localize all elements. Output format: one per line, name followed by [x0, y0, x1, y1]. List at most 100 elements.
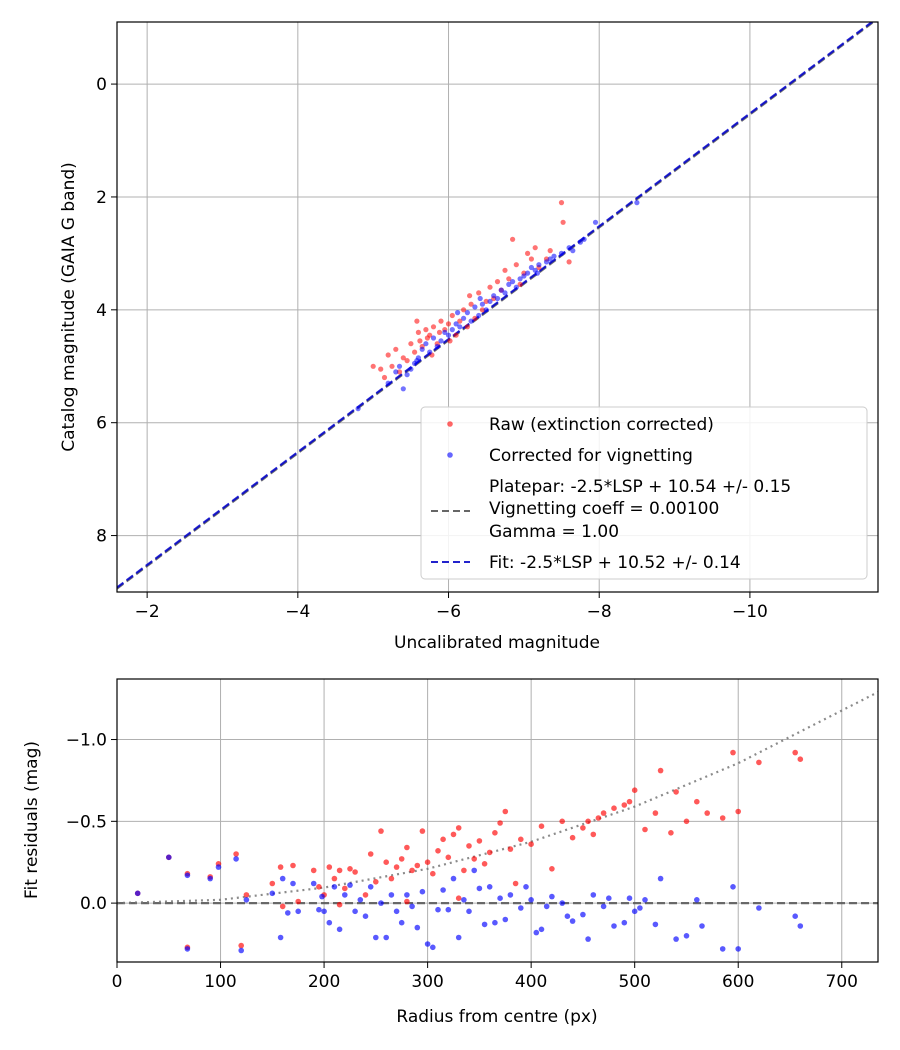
corrected-point [577, 239, 584, 245]
bottom-data-points [134, 749, 804, 954]
corrected-point [269, 890, 276, 897]
dotted-trend-line [117, 691, 878, 905]
corrected-point [166, 854, 172, 861]
raw-point [472, 315, 478, 321]
corrected-point [285, 910, 291, 916]
corrected-point [797, 923, 804, 929]
corrected-point [184, 946, 191, 952]
raw-point [453, 332, 459, 338]
raw-point [445, 854, 452, 861]
corrected-point [486, 884, 493, 890]
corrected-point [326, 919, 333, 926]
raw-point [507, 846, 514, 852]
corrected-point [611, 923, 617, 929]
raw-point [461, 307, 467, 313]
corrected-point [347, 882, 353, 888]
raw-point [730, 749, 736, 756]
corrected-point [472, 304, 478, 310]
raw-point [518, 836, 524, 843]
y-tick-label: 0.0 [80, 894, 107, 914]
raw-point [417, 338, 423, 344]
bottom-reference-lines [117, 691, 878, 905]
raw-point [445, 321, 452, 327]
corrected-point [719, 946, 726, 952]
corrected-point [483, 307, 489, 313]
raw-point [486, 849, 493, 856]
corrected-point [385, 380, 391, 386]
top-fit-lines [117, 22, 876, 590]
x-tick-label: 700 [826, 972, 858, 992]
corrected-point [487, 298, 493, 304]
corrected-point [569, 918, 576, 924]
x-tick-label: −4 [285, 602, 310, 622]
y-tick-label: 6 [96, 414, 107, 434]
legend-box [420, 406, 868, 580]
raw-point [538, 823, 545, 829]
corrected-point [215, 864, 222, 870]
corrected-point [404, 892, 410, 898]
raw-point [476, 290, 482, 296]
corrected-point [233, 856, 239, 862]
raw-point [396, 369, 403, 375]
x-tick-label: −10 [732, 602, 768, 622]
raw-point [585, 818, 591, 825]
corrected-point [435, 906, 441, 913]
raw-point [362, 892, 369, 898]
corrected-point [419, 888, 426, 895]
raw-point [683, 818, 690, 825]
corrected-point [238, 947, 244, 954]
corrected-point [445, 332, 452, 338]
corrected-point [393, 369, 399, 375]
corrected-point [423, 341, 429, 347]
corrected-point [621, 919, 628, 926]
raw-point [336, 867, 343, 874]
raw-point [497, 820, 503, 826]
legend-label-raw: Raw (extinction corrected) [489, 415, 714, 435]
corrected-point [502, 916, 509, 923]
legend-label-platepar-line2: Vignetting coeff = 0.00100 [489, 499, 719, 519]
corrected-point [498, 287, 504, 293]
top-x-axis-label: Uncalibrated magnitude [394, 633, 600, 653]
raw-point [378, 828, 384, 834]
corrected-point [404, 372, 410, 378]
corrected-point [207, 875, 213, 882]
x-tick-label: −8 [587, 602, 612, 622]
corrected-point [455, 934, 462, 941]
corrected-point [525, 270, 531, 276]
y-tick-label: −0.5 [66, 812, 107, 832]
corrected-point [430, 335, 437, 341]
raw-point [468, 301, 474, 307]
raw-point [467, 293, 473, 299]
raw-point [447, 338, 453, 344]
corrected-point [528, 264, 535, 271]
raw-point [383, 859, 390, 865]
corrected-point [735, 946, 741, 952]
raw-point [517, 281, 523, 287]
raw-point [487, 284, 493, 290]
corrected-point [497, 895, 503, 901]
raw-point [373, 879, 379, 885]
corrected-point [533, 929, 540, 936]
corrected-point [450, 875, 457, 882]
raw-point [735, 808, 741, 815]
raw-point [393, 864, 400, 870]
corrected-point [581, 236, 587, 242]
top-x-ticks: −2 −4 −6 −8 −10 [135, 592, 768, 622]
corrected-point [471, 867, 478, 874]
raw-point [342, 885, 348, 892]
raw-point [336, 901, 343, 908]
raw-point [378, 366, 384, 372]
corrected-point [464, 310, 470, 316]
corrected-point [528, 897, 534, 903]
y-tick-label: 4 [96, 301, 107, 321]
raw-point [512, 880, 519, 887]
corrected-point [367, 884, 374, 890]
corrected-point [536, 262, 542, 268]
x-tick-label: 100 [204, 972, 236, 992]
corrected-point [559, 900, 565, 906]
corrected-point [543, 259, 550, 265]
y-tick-label: 0 [96, 75, 107, 95]
corrected-point [419, 346, 425, 352]
corrected-point [580, 911, 586, 918]
raw-point [450, 831, 457, 838]
